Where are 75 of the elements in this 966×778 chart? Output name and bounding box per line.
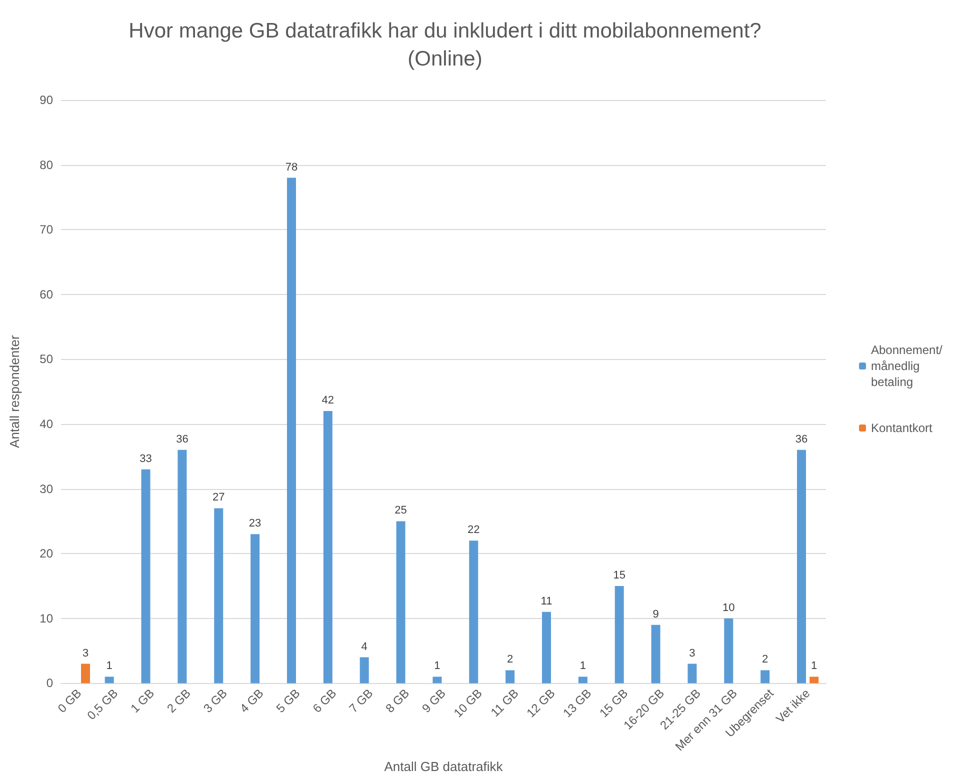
x-tick-label: 9 GB bbox=[419, 686, 448, 716]
x-tick-label: 5 GB bbox=[274, 686, 303, 716]
x-tick-label: 1 GB bbox=[128, 686, 158, 716]
x-tick-label: 10 GB bbox=[450, 686, 485, 720]
x-tick-label: 11 GB bbox=[488, 686, 522, 720]
x-tick-label: 3 GB bbox=[200, 686, 230, 716]
x-tick-label: 6 GB bbox=[310, 686, 340, 716]
bar bbox=[214, 508, 224, 684]
data-label: 1 bbox=[580, 660, 586, 672]
x-tick-label: Vet ikke bbox=[773, 686, 813, 726]
bar bbox=[542, 612, 551, 684]
data-label: 78 bbox=[285, 161, 298, 174]
bar bbox=[396, 521, 406, 684]
legend-label: Kontantkort bbox=[871, 421, 934, 435]
data-label: 4 bbox=[361, 640, 368, 653]
y-tick-label: 70 bbox=[40, 222, 54, 237]
bar bbox=[323, 411, 332, 684]
data-label: 42 bbox=[322, 394, 334, 407]
x-tick-label: 0 GB bbox=[54, 686, 84, 716]
bar bbox=[141, 469, 150, 684]
data-label: 1 bbox=[434, 660, 440, 672]
data-label: 25 bbox=[394, 504, 407, 517]
bar bbox=[506, 670, 515, 684]
data-label: 1 bbox=[811, 660, 818, 672]
y-tick-label: 40 bbox=[40, 416, 54, 431]
bar bbox=[724, 618, 734, 684]
bar bbox=[360, 657, 369, 684]
x-tick-label: 2 GB bbox=[164, 686, 194, 716]
data-label: 11 bbox=[540, 595, 552, 608]
bar bbox=[286, 178, 296, 684]
x-tick-label: 4 GB bbox=[237, 686, 266, 716]
y-tick-label: 90 bbox=[40, 93, 54, 107]
bar bbox=[250, 534, 260, 684]
data-label: 2 bbox=[506, 654, 514, 666]
data-label: 36 bbox=[795, 433, 808, 446]
x-tick-label: 13 GB bbox=[560, 686, 594, 720]
x-axis-title: Antall GB datatrafikk bbox=[384, 759, 504, 774]
data-label: 22 bbox=[468, 524, 480, 536]
bar bbox=[796, 450, 806, 684]
x-tick-label: 0,5 GB bbox=[84, 686, 121, 723]
bar bbox=[432, 676, 442, 684]
bar bbox=[104, 676, 114, 684]
bar bbox=[469, 540, 478, 684]
bar bbox=[178, 450, 187, 684]
bar bbox=[614, 586, 624, 684]
data-label: 3 bbox=[689, 647, 696, 660]
data-label: 9 bbox=[652, 608, 659, 620]
y-tick-label: 10 bbox=[40, 611, 54, 626]
bar bbox=[810, 676, 819, 684]
chart-title: Hvor mange GB datatrafikk har du inkludert i ditt mobilabonnement? (Online) bbox=[128, 20, 762, 70]
data-label: 10 bbox=[722, 602, 735, 614]
legend-label: Abonnement/ månedlig betaling bbox=[871, 343, 946, 389]
y-axis-title: Antall respondenter bbox=[7, 334, 22, 448]
x-tick-label: 12 GB bbox=[524, 686, 558, 720]
x-tick-label: 7 GB bbox=[346, 686, 376, 716]
y-tick-label: 50 bbox=[40, 352, 54, 366]
x-tick-label: 8 GB bbox=[382, 686, 412, 716]
data-label: 15 bbox=[613, 569, 626, 582]
bar bbox=[578, 676, 588, 684]
bar bbox=[760, 670, 770, 684]
bar bbox=[688, 664, 697, 684]
data-label: 33 bbox=[140, 452, 152, 465]
y-tick-label: 30 bbox=[40, 482, 54, 496]
data-label: 3 bbox=[82, 647, 89, 660]
y-tick-label: 0 bbox=[46, 676, 54, 690]
data-label: 27 bbox=[212, 492, 225, 504]
data-label: 23 bbox=[248, 518, 262, 530]
y-tick-label: 20 bbox=[40, 546, 54, 561]
bar bbox=[651, 624, 660, 684]
data-label: 2 bbox=[762, 654, 768, 666]
y-tick-label: 60 bbox=[40, 287, 54, 302]
data-label: 1 bbox=[106, 660, 112, 672]
data-label: 36 bbox=[176, 433, 188, 446]
bar bbox=[81, 664, 90, 684]
y-tick-label: 80 bbox=[40, 158, 54, 172]
